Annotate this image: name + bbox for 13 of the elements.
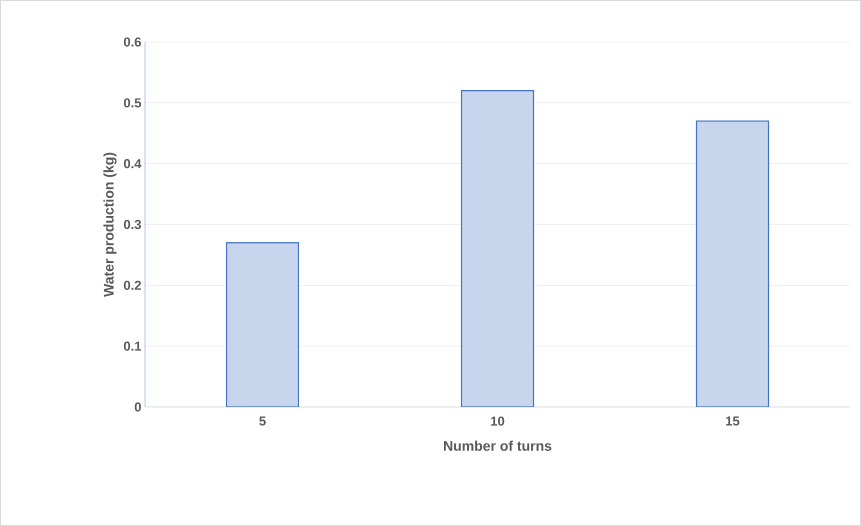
y-tick-label: 0 <box>134 402 141 412</box>
y-tick-label: 0.5 <box>124 98 142 108</box>
x-tick-label: 10 <box>491 416 504 426</box>
y-tick-label: 0.3 <box>124 220 142 230</box>
bar <box>226 242 300 407</box>
y-tick-label: 0.6 <box>124 37 142 47</box>
x-tick-label: 5 <box>259 416 266 426</box>
x-tick-label: 15 <box>726 416 740 426</box>
y-axis-title: Water production (kg) <box>103 152 117 297</box>
y-tick-label: 0.4 <box>124 159 142 168</box>
y-tick-label: 0.2 <box>124 280 141 290</box>
x-axis-title: Number of turns <box>444 440 552 451</box>
y-tick-label: 0.1 <box>124 342 142 351</box>
